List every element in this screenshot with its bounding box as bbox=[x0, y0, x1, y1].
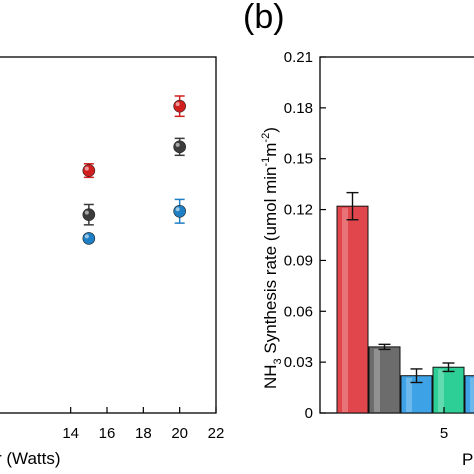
point-highlight bbox=[175, 207, 180, 212]
panel-b-y-ticks: 0 0.03 0.06 0.09 0.12 0.15 0.18 0.21 bbox=[284, 49, 326, 422]
panel-b-y-axis-label: NH3 Synthesis rate (umol min-1m-2) bbox=[260, 127, 284, 389]
bar-highlight bbox=[342, 208, 348, 412]
x-tick-label: 16 bbox=[99, 425, 116, 442]
bar-highlight bbox=[438, 369, 444, 412]
bar bbox=[368, 346, 401, 414]
panel-b-x-axis-label: P bbox=[462, 450, 473, 469]
panel-a: 14 16 18 20 22 r (Watts) bbox=[0, 56, 224, 468]
x-tick-label: 22 bbox=[208, 425, 225, 442]
data-point bbox=[82, 232, 96, 245]
panel-b: (b) 0 0.03 0.06 0.09 0.12 0.15 0.18 0.21 5 P NH… bbox=[243, 0, 474, 469]
y-tick-label: 0 bbox=[305, 405, 313, 422]
x-tick-label: 14 bbox=[62, 425, 79, 442]
panel-b-label: (b) bbox=[243, 0, 285, 36]
point-highlight bbox=[84, 234, 89, 239]
y-tick-label: 0.03 bbox=[284, 354, 313, 371]
data-point bbox=[173, 140, 186, 154]
point-highlight bbox=[175, 142, 180, 147]
bar bbox=[464, 375, 474, 414]
x-tick-label: 18 bbox=[135, 425, 152, 442]
data-point bbox=[173, 99, 186, 113]
bar-highlight bbox=[374, 348, 380, 412]
point-highlight bbox=[84, 166, 89, 171]
data-point bbox=[173, 204, 186, 218]
y-tick-label: 0.18 bbox=[284, 100, 313, 117]
point-highlight bbox=[175, 102, 180, 107]
y-tick-label: 0.21 bbox=[284, 49, 313, 66]
point-highlight bbox=[84, 210, 89, 215]
y-tick-label: 0.12 bbox=[284, 202, 313, 219]
y-tick-label: 0.15 bbox=[284, 151, 313, 168]
y-tick-label: 0.09 bbox=[284, 252, 313, 269]
panel-a-x-axis-label: r (Watts) bbox=[0, 449, 61, 468]
y-tick-label: 0.06 bbox=[284, 303, 313, 320]
panel-a-x-ticks: 14 16 18 20 22 bbox=[62, 407, 224, 442]
bar-highlight bbox=[406, 377, 412, 412]
bar-highlight bbox=[470, 377, 474, 412]
x-tick-label: 5 bbox=[440, 425, 448, 442]
data-point bbox=[82, 164, 96, 177]
bar bbox=[336, 205, 369, 414]
panel-b-bars bbox=[336, 191, 474, 414]
x-tick-label: 20 bbox=[171, 425, 188, 442]
panel-b-x-ticks: 5 bbox=[440, 407, 448, 442]
panel-a-data-points bbox=[82, 95, 186, 245]
bar bbox=[432, 366, 465, 414]
data-point bbox=[82, 208, 96, 221]
